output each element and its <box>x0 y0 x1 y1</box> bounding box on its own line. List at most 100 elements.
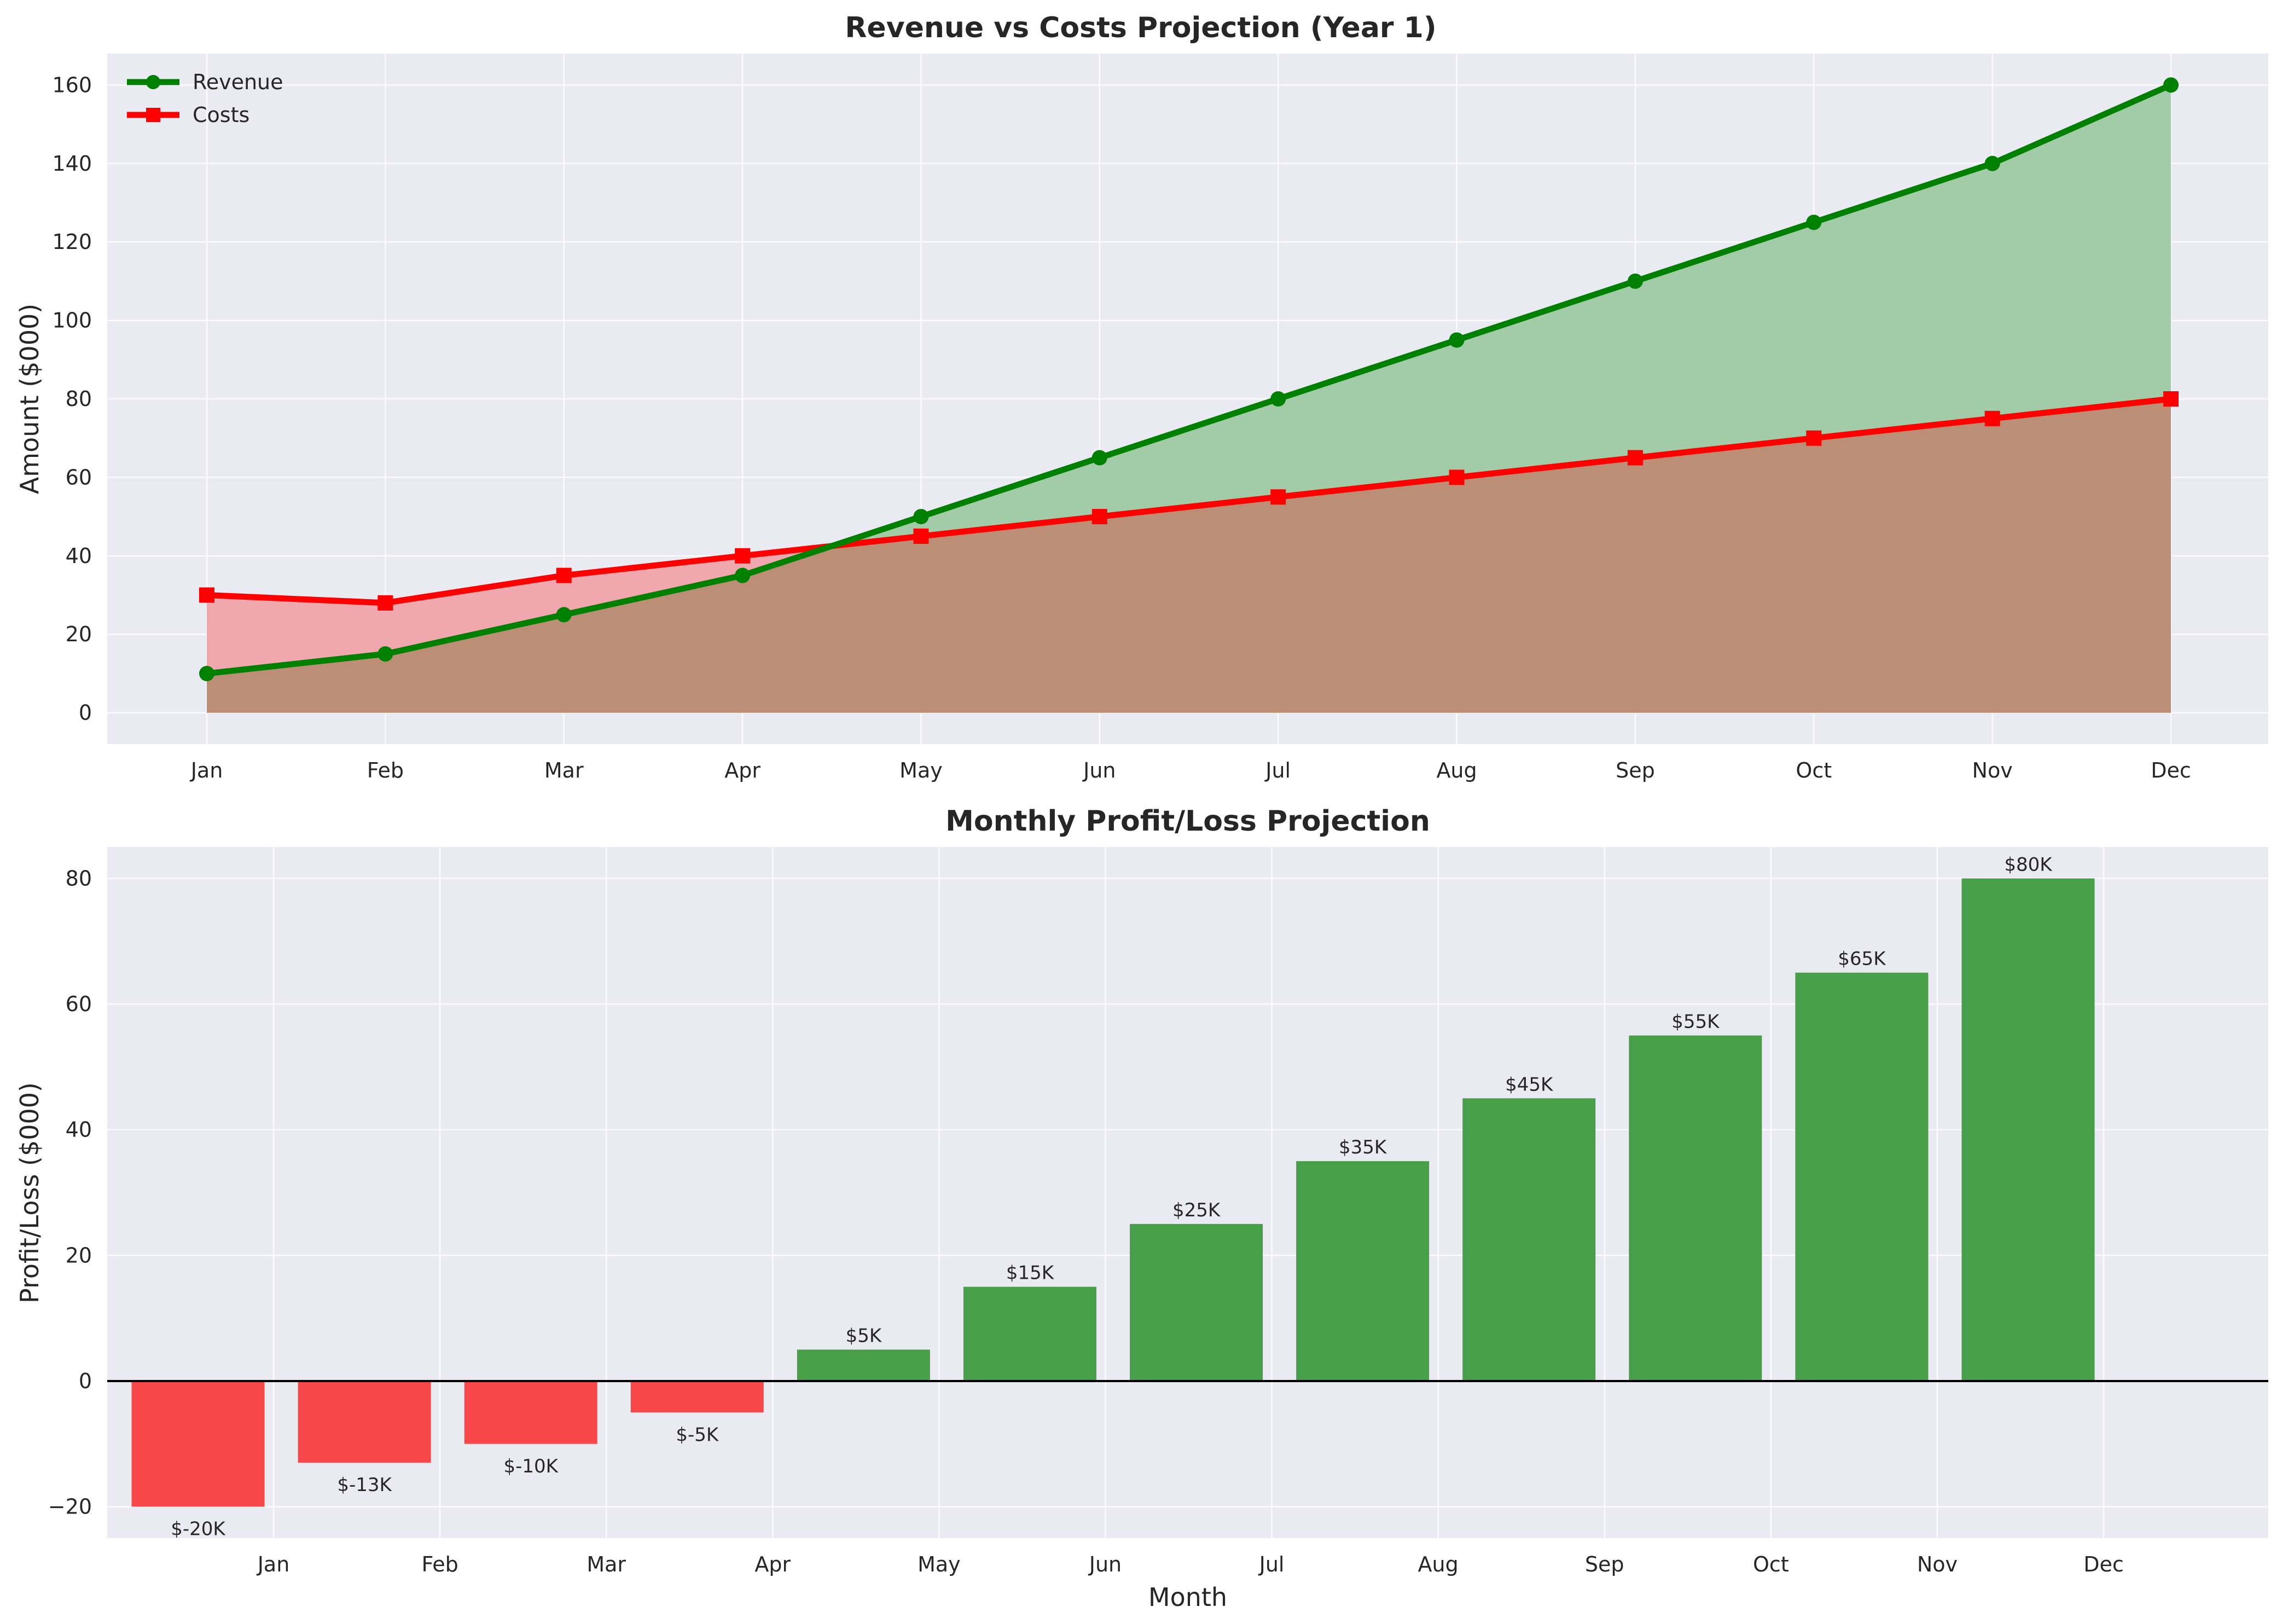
data-label: $15K <box>1006 1262 1055 1284</box>
y-tick-label: −20 <box>48 1495 92 1519</box>
legend-revenue-label: Revenue <box>193 70 283 94</box>
data-label: $25K <box>1172 1199 1221 1221</box>
x-tick-label: Jan <box>257 1552 290 1576</box>
revenue-costs-chart: Revenue vs Costs Projection (Year 1) 0 20… <box>15 11 2268 782</box>
data-label: $-5K <box>676 1424 719 1446</box>
chart2-y-axis-label: Profit/Loss ($000) <box>15 1082 44 1303</box>
x-tick-label: Nov <box>1917 1552 1958 1576</box>
y-tick-label: 0 <box>79 701 92 725</box>
bar-dec <box>1961 878 2095 1381</box>
costs-point <box>1627 450 1643 466</box>
costs-point <box>1449 469 1465 485</box>
y-tick-label: 100 <box>52 309 92 333</box>
legend-revenue-marker <box>146 75 160 89</box>
bar-jan <box>131 1381 265 1507</box>
x-tick-label: Jan <box>190 758 223 782</box>
costs-point <box>1984 410 2000 426</box>
costs-line <box>206 396 2171 606</box>
bar-sep <box>1462 1098 1596 1381</box>
data-label: $55K <box>1671 1011 1720 1033</box>
costs-point <box>1091 509 1107 525</box>
x-tick-label: May <box>918 1552 961 1576</box>
chart1-markers <box>199 77 2179 681</box>
x-tick-label: Jun <box>1088 1552 1122 1576</box>
chart2-x-axis-label: Month <box>1148 1582 1227 1612</box>
chart2-y-tick-labels: −20 0 20 40 60 80 <box>48 866 92 1518</box>
y-tick-label: 40 <box>66 1118 92 1142</box>
data-label: $-10K <box>503 1455 559 1477</box>
y-tick-label: 20 <box>66 1243 92 1267</box>
data-label: $65K <box>1838 948 1886 970</box>
x-tick-label: Mar <box>544 758 584 782</box>
revenue-point <box>556 607 572 623</box>
x-tick-label: Jul <box>1264 758 1291 782</box>
x-tick-label: Dec <box>2151 758 2191 782</box>
chart1-y-axis-label: Amount ($000) <box>15 304 44 494</box>
costs-point <box>199 587 214 603</box>
data-label: $45K <box>1505 1074 1554 1095</box>
x-tick-label: Jun <box>1082 758 1116 782</box>
chart2-x-tick-labels: Jan Feb Mar Apr May Jun Jul Aug Sep Oct Nov Dec <box>257 1552 2124 1576</box>
bar-mar <box>464 1381 597 1444</box>
x-tick-label: Apr <box>754 1552 791 1576</box>
y-tick-label: 120 <box>52 230 92 254</box>
x-tick-label: Feb <box>421 1552 458 1576</box>
costs-point <box>1270 489 1286 505</box>
costs-point <box>2163 391 2179 407</box>
data-label: $-20K <box>171 1518 226 1540</box>
revenue-point <box>1984 155 2000 171</box>
bar-apr <box>630 1381 764 1413</box>
revenue-point <box>199 665 214 681</box>
bar-jun <box>963 1286 1096 1381</box>
x-tick-label: Mar <box>587 1552 626 1576</box>
y-tick-label: 160 <box>52 73 92 97</box>
data-label: $80K <box>2004 854 2053 875</box>
revenue-point <box>1806 214 1822 230</box>
bar-jul <box>1130 1223 1263 1381</box>
chart1-title: Revenue vs Costs Projection (Year 1) <box>845 11 1436 44</box>
chart2-plot-area <box>107 847 2268 1538</box>
x-tick-label: Apr <box>724 758 760 782</box>
legend-costs-label: Costs <box>193 103 249 127</box>
revenue-point <box>1270 391 1286 407</box>
chart1-y-tick-labels: 0 20 40 60 80 100 120 140 160 <box>52 73 92 724</box>
bar-aug <box>1296 1161 1430 1381</box>
legend-costs-marker <box>146 108 160 122</box>
x-tick-label: Oct <box>1796 758 1832 782</box>
costs-point <box>1806 430 1822 446</box>
data-label: $5K <box>846 1325 882 1347</box>
chart1-areas <box>207 85 2171 713</box>
x-tick-label: Sep <box>1616 758 1655 782</box>
profit-loss-chart: Monthly Profit/Loss Projection $-20K $-13… <box>15 805 2268 1612</box>
y-tick-label: 40 <box>66 544 92 568</box>
costs-point <box>556 567 572 583</box>
x-tick-label: Nov <box>1972 758 2013 782</box>
chart2-data-labels: $-20K $-13K $-10K $-5K $5K $15K $25K $35K $45K $5… <box>171 854 2053 1540</box>
bar-may <box>797 1349 930 1381</box>
x-tick-label: Aug <box>1436 758 1477 782</box>
chart1-legend: Revenue Costs <box>127 70 283 127</box>
x-tick-label: May <box>899 758 943 782</box>
y-tick-label: 0 <box>79 1369 92 1393</box>
data-label: $35K <box>1339 1136 1387 1158</box>
x-tick-label: Jul <box>1258 1552 1285 1576</box>
y-tick-label: 140 <box>52 152 92 176</box>
revenue-point <box>913 509 929 525</box>
revenue-point <box>1627 273 1643 289</box>
x-tick-label: Oct <box>1753 1552 1789 1576</box>
x-tick-label: Dec <box>2083 1552 2124 1576</box>
bar-oct <box>1629 1035 1762 1381</box>
revenue-point <box>378 646 393 662</box>
revenue-point <box>2163 77 2179 93</box>
y-tick-label: 80 <box>66 387 92 411</box>
revenue-point <box>735 567 751 583</box>
chart2-title: Monthly Profit/Loss Projection <box>945 805 1430 838</box>
y-tick-label: 60 <box>66 992 92 1016</box>
costs-point <box>913 528 929 544</box>
x-tick-label: Feb <box>367 758 404 782</box>
chart2-bars <box>131 878 2095 1507</box>
revenue-point <box>1091 450 1107 466</box>
chart1-x-tick-labels: Jan Feb Mar Apr May Jun Jul Aug Sep Oct Nov Dec <box>190 758 2191 782</box>
chart1-lines <box>206 82 2173 677</box>
